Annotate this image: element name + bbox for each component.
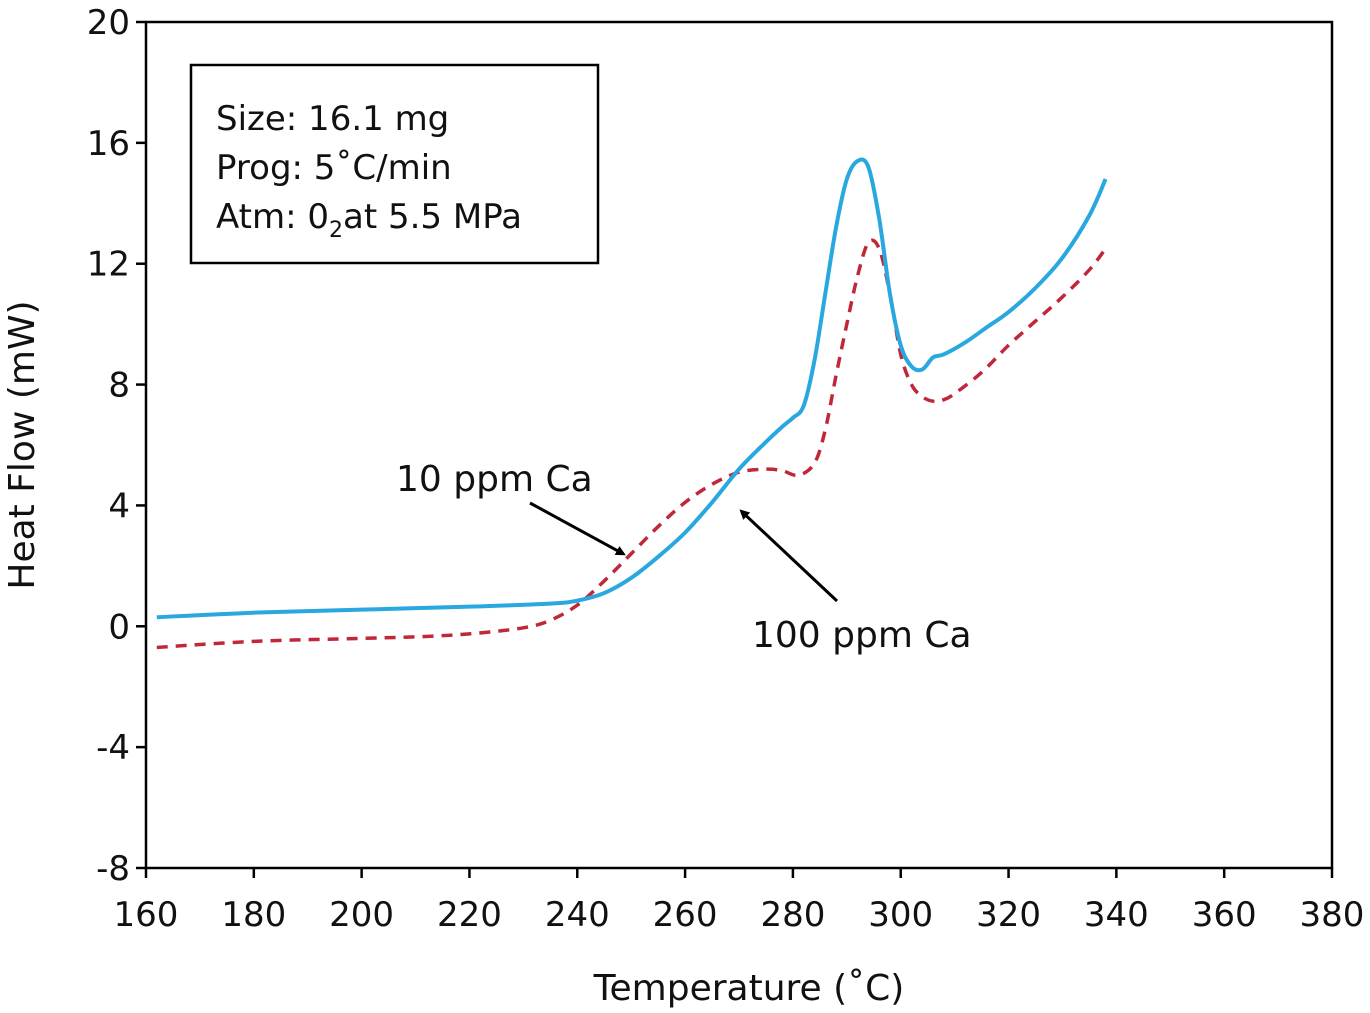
arrow-100ppm [739, 509, 839, 603]
x-axis-title: Temperature (˚C) [593, 968, 905, 1009]
arrow-10ppm [529, 501, 626, 556]
y-tick-label: -8 [96, 849, 130, 889]
x-tick-label: 260 [653, 895, 718, 935]
series-layer [156, 157, 1108, 650]
x-axis-ticks: 160 180 200 220 240 260 280 300 320 340 360 380 [114, 868, 1365, 935]
x-tick-label: 160 [114, 895, 179, 935]
label-10ppm: 10 ppm Ca [396, 459, 593, 500]
plot-frame [144, 20, 1334, 870]
y-tick-label: 4 [108, 486, 130, 526]
y-tick-label: 12 [87, 245, 130, 285]
info-size: Size: 16.1 mg [216, 99, 449, 139]
y-axis-ticks: -8 -4 0 4 8 12 16 20 [87, 3, 146, 889]
y-tick-label: 20 [87, 3, 130, 43]
x-tick-label: 220 [437, 895, 502, 935]
x-tick-label: 320 [976, 895, 1041, 935]
x-tick-label: 360 [1192, 895, 1257, 935]
x-tick-label: 340 [1084, 895, 1149, 935]
y-axis-title: Heat Flow (mW) [2, 300, 43, 589]
x-tick-label: 280 [760, 895, 825, 935]
info-atm-suffix: at 5.5 MPa [343, 197, 522, 237]
x-tick-label: 200 [329, 895, 394, 935]
series-line-10ppm [156, 238, 1107, 650]
info-atm-subscript: 2 [329, 218, 343, 243]
info-box: Size: 16.1 mg Prog: 5˚C/min Atm: 02at 5.… [189, 63, 600, 265]
info-box-frame [189, 63, 600, 265]
label-100ppm: 100 ppm Ca [752, 615, 972, 656]
x-tick-label: 180 [221, 895, 286, 935]
y-tick-label: 16 [87, 124, 130, 164]
x-tick-label: 300 [868, 895, 933, 935]
info-program: Prog: 5˚C/min [216, 148, 452, 188]
y-tick-label: 8 [108, 366, 130, 406]
y-tick-label: 0 [108, 607, 130, 647]
series-line-100ppm [156, 157, 1108, 620]
x-tick-label: 240 [545, 895, 610, 935]
x-tick-label: 380 [1300, 895, 1365, 935]
y-tick-label: -4 [96, 728, 130, 768]
info-atm-prefix: Atm: 0 [216, 197, 329, 237]
info-atmosphere: Atm: 02at 5.5 MPa [216, 197, 522, 243]
